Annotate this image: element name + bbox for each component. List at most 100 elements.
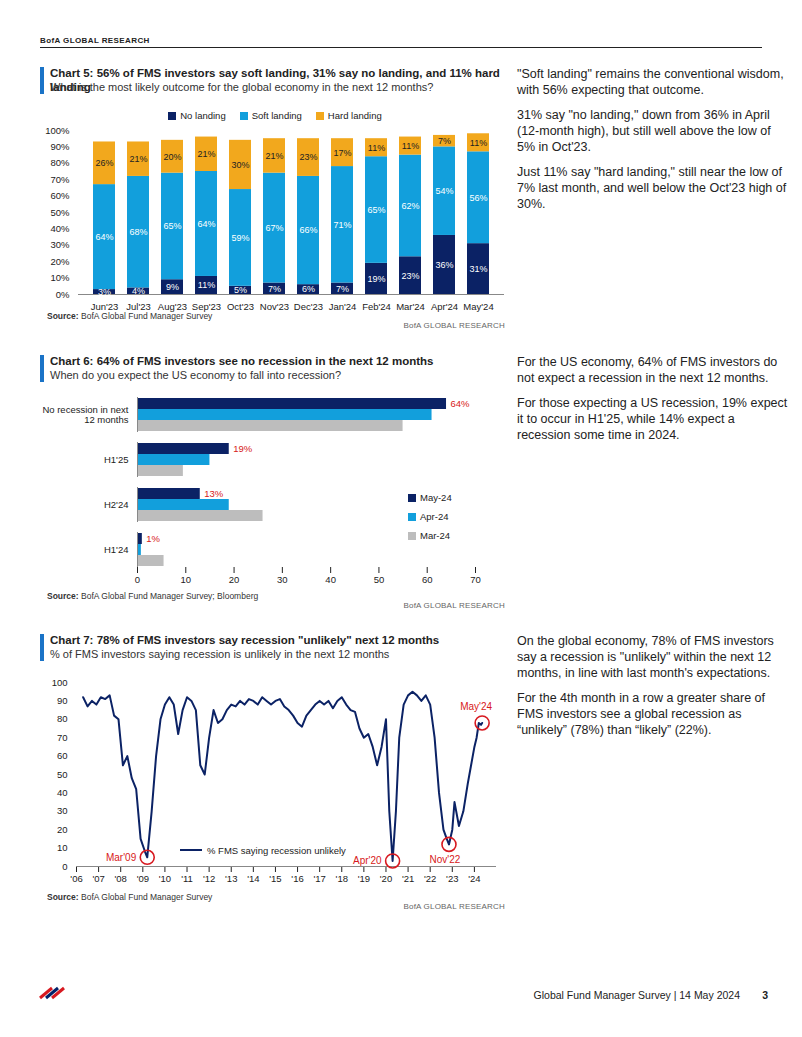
svg-text:30: 30 [57, 805, 68, 816]
svg-text:19%: 19% [367, 274, 385, 284]
svg-text:7%: 7% [336, 284, 349, 294]
svg-text:11%: 11% [368, 143, 385, 153]
svg-text:Jun'23: Jun'23 [91, 301, 119, 312]
svg-text:Jan'24: Jan'24 [329, 301, 357, 312]
svg-text:0: 0 [135, 574, 140, 585]
svg-text:'17: '17 [313, 873, 325, 884]
svg-text:'06: '06 [70, 873, 82, 884]
svg-text:5%: 5% [234, 285, 247, 295]
svg-text:59%: 59% [231, 233, 249, 243]
svg-text:80: 80 [57, 713, 68, 724]
svg-text:'14: '14 [247, 873, 259, 884]
svg-text:64%: 64% [197, 219, 215, 229]
svg-text:'11: '11 [181, 873, 193, 884]
svg-text:36%: 36% [435, 260, 453, 270]
svg-text:100: 100 [52, 677, 68, 688]
svg-text:60%: 60% [50, 190, 70, 201]
svg-text:3%: 3% [98, 287, 111, 297]
svg-text:80%: 80% [50, 157, 70, 168]
svg-text:31%: 31% [469, 264, 487, 274]
svg-text:0%: 0% [56, 289, 70, 300]
svg-text:7%: 7% [268, 284, 281, 294]
svg-text:Dec'23: Dec'23 [294, 301, 323, 312]
svg-text:Mar'09: Mar'09 [106, 852, 137, 863]
svg-text:May'24: May'24 [463, 301, 493, 312]
svg-text:54%: 54% [435, 186, 453, 196]
svg-text:40: 40 [325, 574, 336, 585]
svg-text:'20: '20 [380, 873, 392, 884]
svg-text:70%: 70% [50, 174, 70, 185]
svg-text:26%: 26% [95, 158, 113, 168]
svg-text:'13: '13 [225, 873, 237, 884]
svg-text:65%: 65% [367, 205, 385, 215]
svg-text:70: 70 [57, 732, 68, 743]
svg-text:71%: 71% [333, 220, 351, 230]
svg-text:65%: 65% [163, 221, 181, 231]
svg-text:70: 70 [470, 574, 481, 585]
svg-text:10: 10 [180, 574, 191, 585]
svg-text:'22: '22 [424, 873, 436, 884]
svg-text:H1'24: H1'24 [104, 544, 129, 555]
svg-text:66%: 66% [299, 225, 317, 235]
svg-text:30%: 30% [50, 239, 70, 250]
svg-text:H1'25: H1'25 [104, 454, 129, 465]
svg-text:'08: '08 [115, 873, 127, 884]
svg-text:'07: '07 [92, 873, 104, 884]
svg-text:'21: '21 [402, 873, 414, 884]
svg-text:7%: 7% [438, 136, 451, 146]
svg-text:13%: 13% [204, 488, 224, 499]
svg-text:68%: 68% [129, 227, 147, 237]
svg-text:Sep'23: Sep'23 [192, 301, 221, 312]
svg-text:50%: 50% [50, 207, 70, 218]
svg-text:64%: 64% [451, 398, 471, 409]
svg-text:21%: 21% [129, 154, 147, 164]
svg-text:'10: '10 [159, 873, 171, 884]
svg-text:64%: 64% [95, 232, 113, 242]
svg-text:'18: '18 [336, 873, 348, 884]
svg-text:'12: '12 [203, 873, 215, 884]
svg-text:'15: '15 [269, 873, 281, 884]
svg-text:Aug'23: Aug'23 [158, 301, 187, 312]
svg-text:90: 90 [57, 695, 68, 706]
svg-text:0: 0 [62, 861, 67, 872]
svg-text:20%: 20% [163, 152, 181, 162]
svg-text:No recession in next12 months: No recession in next12 months [42, 404, 128, 425]
svg-text:60: 60 [422, 574, 433, 585]
svg-text:Apr'20: Apr'20 [353, 855, 382, 866]
svg-text:10%: 10% [50, 272, 70, 283]
svg-text:Mar'24: Mar'24 [396, 301, 425, 312]
svg-text:Apr'24: Apr'24 [431, 301, 458, 312]
svg-text:1%: 1% [146, 533, 160, 544]
svg-text:'24: '24 [468, 873, 480, 884]
svg-text:56%: 56% [469, 193, 487, 203]
svg-text:23%: 23% [401, 271, 419, 281]
svg-text:21%: 21% [197, 149, 215, 159]
svg-text:21%: 21% [265, 151, 283, 161]
svg-text:H2'24: H2'24 [104, 499, 129, 510]
svg-text:50: 50 [57, 769, 68, 780]
svg-text:'16: '16 [291, 873, 303, 884]
svg-text:'09: '09 [137, 873, 149, 884]
svg-text:11%: 11% [470, 138, 487, 148]
svg-text:11%: 11% [198, 280, 215, 290]
svg-text:9%: 9% [166, 282, 179, 292]
svg-text:20%: 20% [50, 256, 70, 267]
svg-text:'19: '19 [358, 873, 370, 884]
svg-text:11%: 11% [402, 141, 419, 151]
svg-text:Nov'22: Nov'22 [430, 854, 461, 865]
svg-text:19%: 19% [233, 443, 253, 454]
svg-text:100%: 100% [45, 125, 70, 136]
svg-text:30%: 30% [231, 160, 249, 170]
svg-text:6%: 6% [302, 284, 315, 294]
svg-text:17%: 17% [333, 148, 351, 158]
svg-text:60: 60 [57, 750, 68, 761]
svg-text:23%: 23% [299, 152, 317, 162]
svg-text:50: 50 [374, 574, 385, 585]
svg-text:67%: 67% [265, 223, 283, 233]
svg-text:20: 20 [229, 574, 240, 585]
svg-text:'23: '23 [446, 873, 458, 884]
svg-text:10: 10 [57, 842, 68, 853]
svg-text:Oct'23: Oct'23 [227, 301, 254, 312]
svg-text:30: 30 [277, 574, 288, 585]
svg-text:Nov'23: Nov'23 [260, 301, 289, 312]
